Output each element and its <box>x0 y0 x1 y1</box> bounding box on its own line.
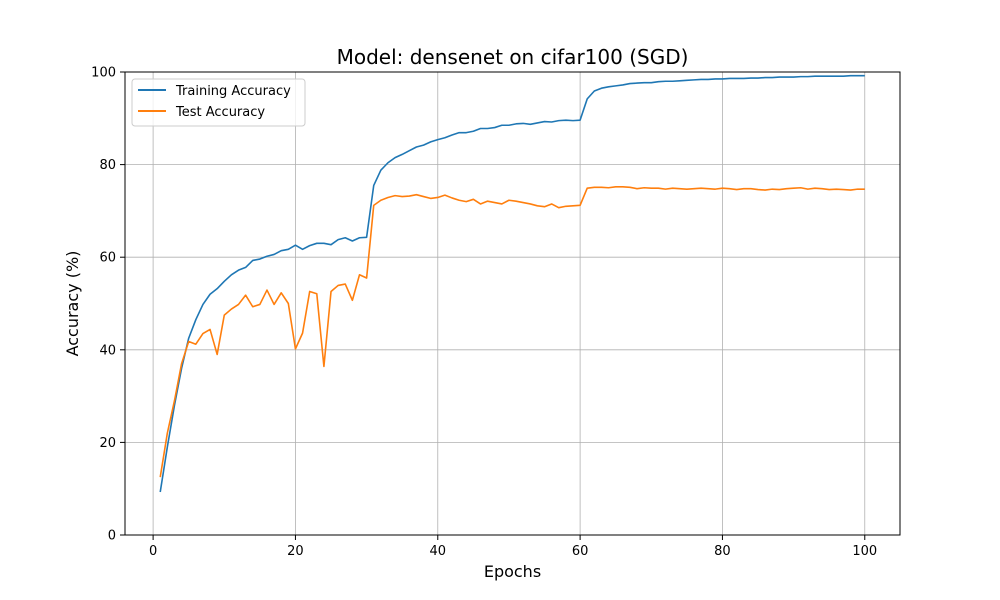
legend-label-training: Training Accuracy <box>175 84 291 99</box>
legend-box <box>131 78 306 127</box>
x-axis-label: Epochs <box>484 562 541 581</box>
chart-title: Model: densenet on cifar100 (SGD) <box>337 45 689 69</box>
y-tick-label: 60 <box>99 251 116 266</box>
y-tick-label: 0 <box>108 529 116 544</box>
x-tick-label: 100 <box>852 544 877 559</box>
y-tick-label: 100 <box>91 66 116 81</box>
plot-area <box>125 72 900 535</box>
x-tick-label: 80 <box>714 544 731 559</box>
y-tick-label: 40 <box>99 343 116 358</box>
x-tick-label: 20 <box>287 544 304 559</box>
x-tick-label: 40 <box>430 544 447 559</box>
plot-frame <box>124 71 901 536</box>
x-tick-label: 0 <box>149 544 157 559</box>
legend: Training Accuracy Test Accuracy <box>131 78 306 127</box>
series-lines <box>159 74 865 493</box>
y-tick-label: 80 <box>99 158 116 173</box>
y-axis-label: Accuracy (%) <box>63 251 82 357</box>
series-line-training-accuracy <box>159 74 865 493</box>
x-tick-label: 60 <box>572 544 589 559</box>
series-line-test-accuracy <box>159 186 865 478</box>
y-tick-label: 20 <box>99 436 116 451</box>
axis-ticks: 0 20 40 60 80 100 0 20 40 60 80 100 <box>91 66 877 560</box>
legend-label-test: Test Accuracy <box>175 105 265 120</box>
